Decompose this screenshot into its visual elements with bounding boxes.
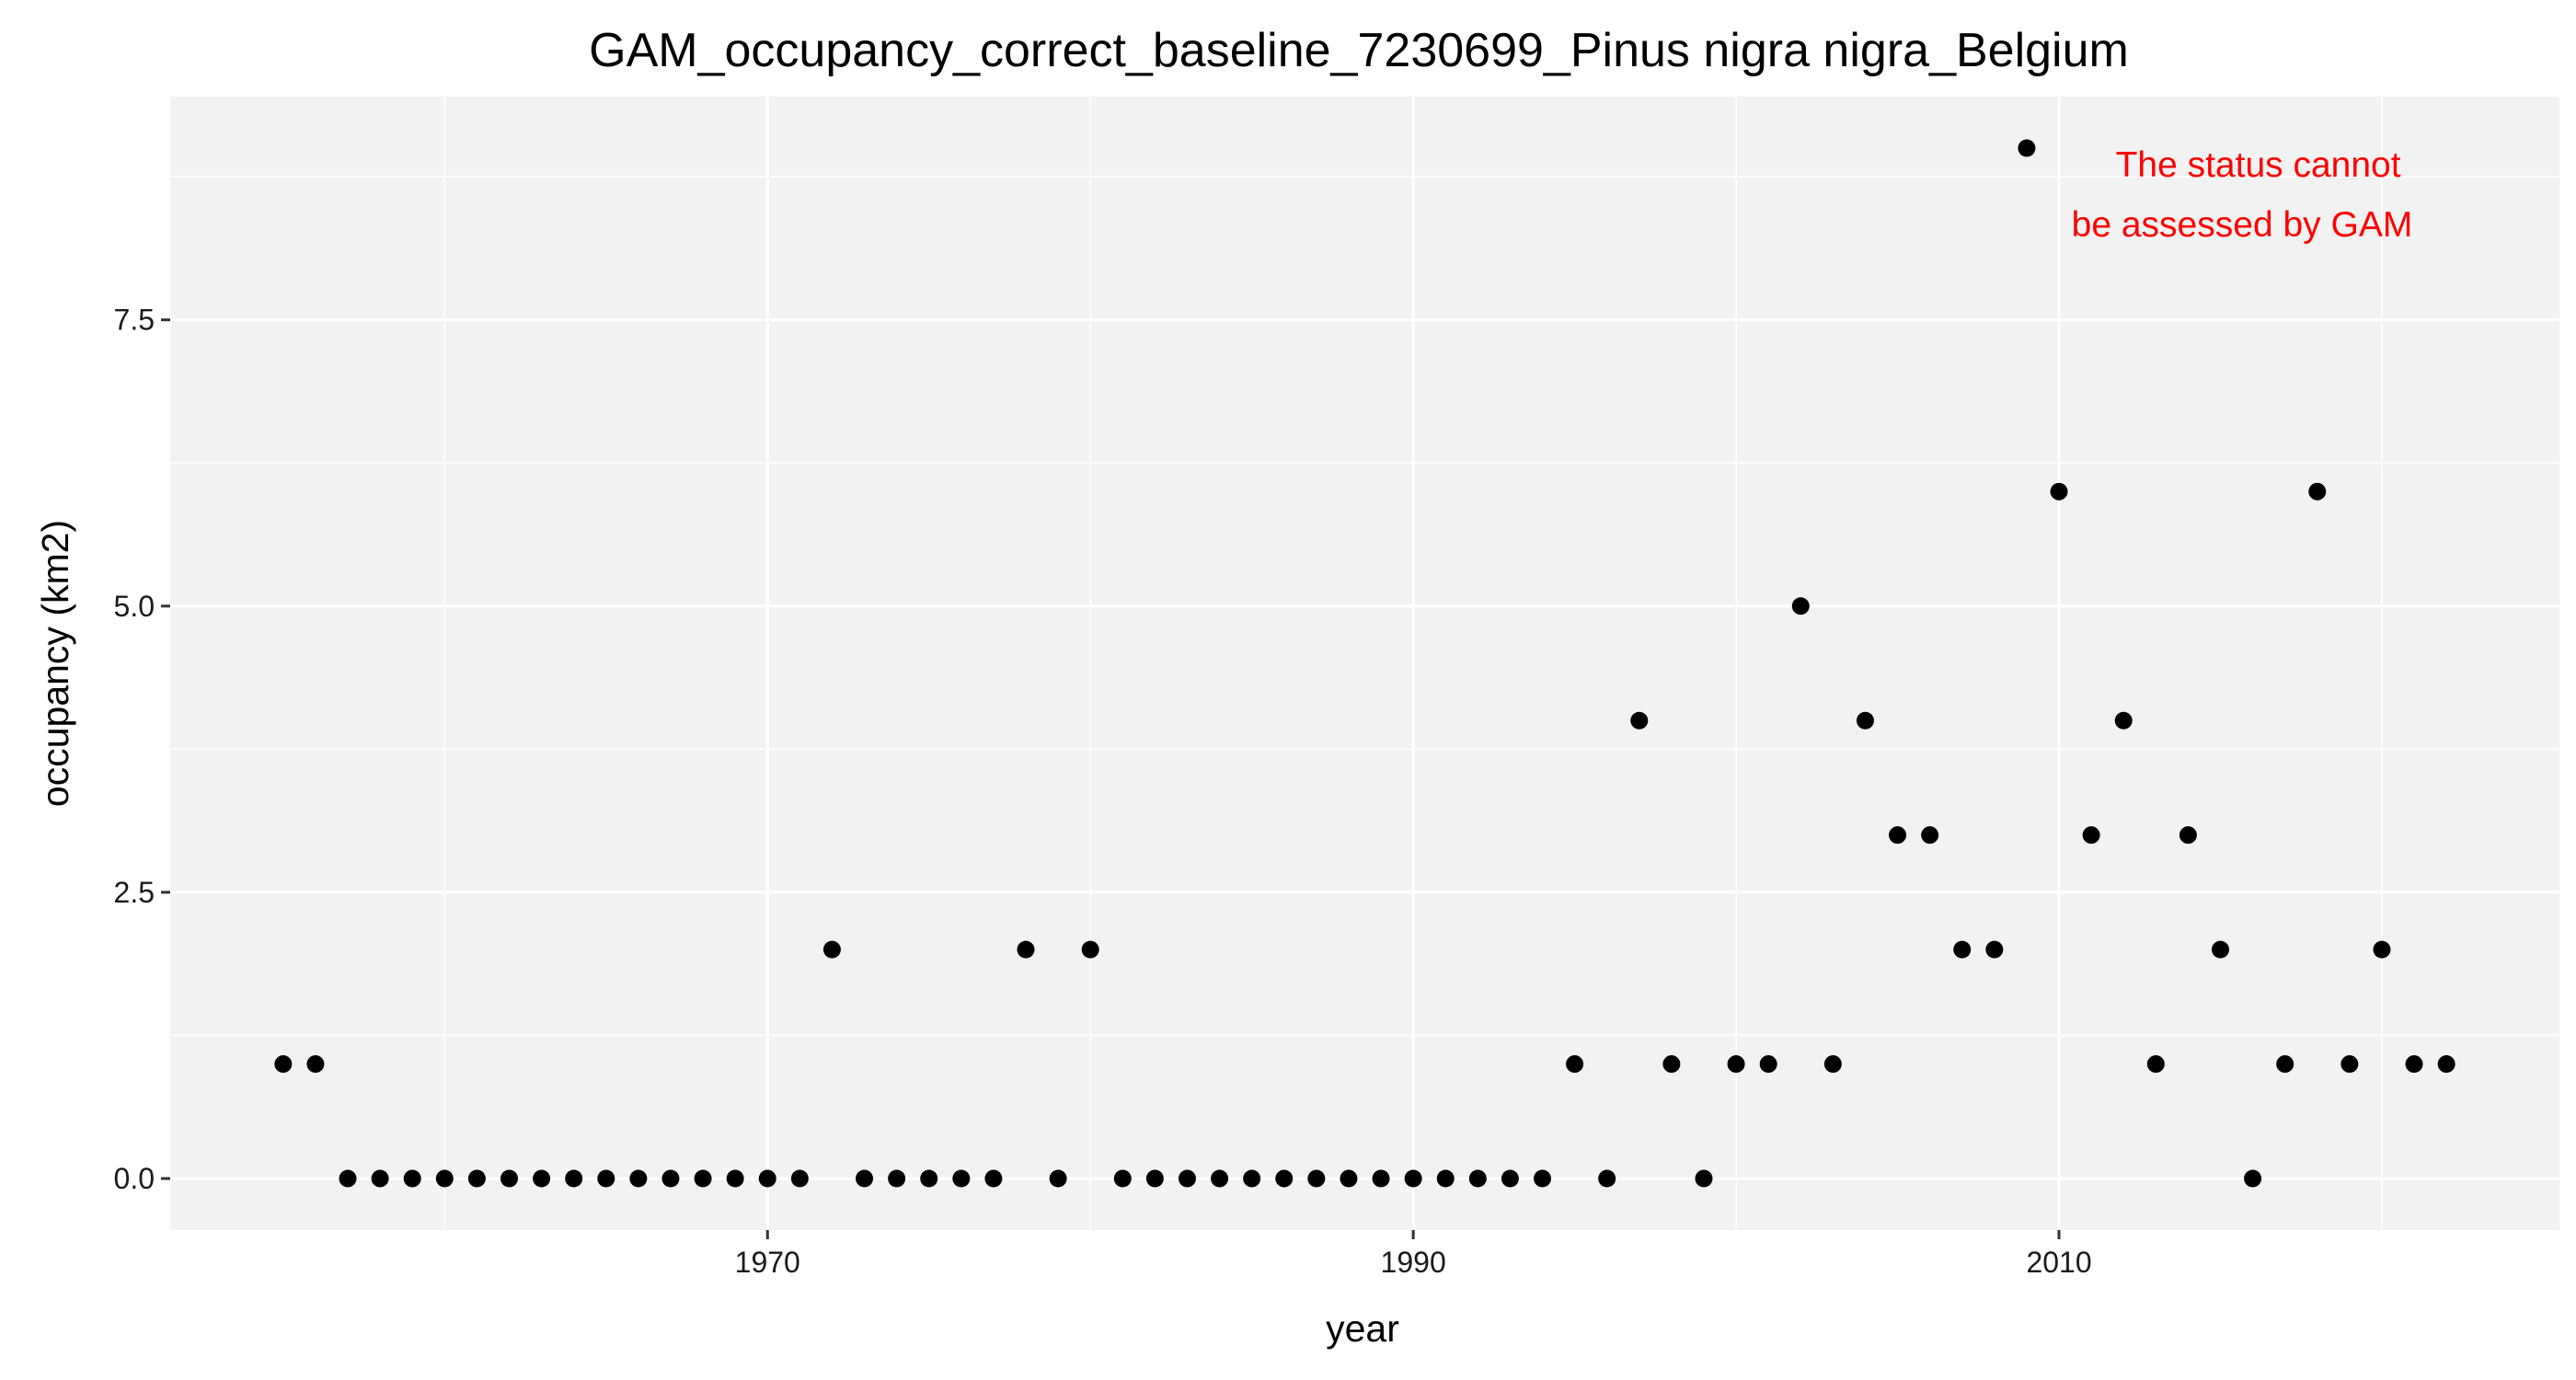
data-point [2373,940,2391,959]
x-tick-label: 1970 [735,1246,800,1279]
data-point [758,1169,776,1188]
data-point [500,1169,518,1188]
data-point [1727,1055,1745,1074]
data-point [1921,826,1939,845]
data-point [1759,1055,1777,1074]
data-point [371,1169,389,1188]
data-point [597,1169,615,1188]
data-point [274,1055,293,1074]
data-point [661,1169,680,1188]
data-point [2405,1055,2423,1074]
data-point [1501,1169,1519,1188]
data-point [1178,1169,1196,1188]
data-point [1340,1169,1358,1188]
plot-panel [170,97,2559,1230]
data-point [1953,940,1972,959]
data-point [1566,1055,1584,1074]
data-point [1823,1055,1842,1074]
data-point [2018,139,2036,157]
annotation-line-2: be assessed by GAM [2072,205,2413,245]
data-point [1145,1169,1164,1188]
y-axis-title: occupancy (km2) [34,520,76,807]
y-axis: 0.0 2.5 5.0 7.5 [114,304,170,1195]
grid-minor [170,97,2559,1230]
y-tick-label: 0.0 [114,1162,155,1195]
data-point [1856,711,1874,730]
data-point [984,1169,1003,1188]
x-tick-label: 1990 [1381,1246,1446,1279]
data-point [435,1169,454,1188]
data-point [856,1169,874,1188]
data-point [2437,1055,2455,1074]
data-point [952,1169,971,1188]
data-point [1017,940,1035,959]
data-point [533,1169,551,1188]
data-point [1695,1169,1713,1188]
data-point [1630,711,1649,730]
data-point [2114,711,2133,730]
data-point [2082,826,2100,845]
data-point [1113,1169,1132,1188]
data-point [339,1169,357,1188]
data-point [1598,1169,1616,1188]
data-point [1404,1169,1422,1188]
data-point [1243,1169,1261,1188]
annotation-line-1: The status cannot [2116,145,2401,185]
x-tick-label: 2010 [2026,1246,2091,1279]
data-point [1662,1055,1681,1074]
annotation: The status cannot be assessed by GAM [2072,145,2413,245]
data-point [790,1169,809,1188]
data-point [403,1169,421,1188]
data-point [822,940,841,959]
y-tick-label: 5.0 [114,590,155,623]
data-point [1889,826,1907,845]
data-point [2244,1169,2262,1188]
data-point [1791,597,1810,615]
chart-title: GAM_occupancy_correct_baseline_7230699_P… [589,24,2129,77]
data-point [2340,1055,2359,1074]
data-point [1211,1169,1229,1188]
data-point [467,1169,486,1188]
x-axis-title: year [1326,1307,1399,1350]
data-point [2179,826,2197,845]
data-point [1275,1169,1294,1188]
data-point [2276,1055,2294,1074]
data-point [306,1055,325,1074]
data-point [629,1169,648,1188]
data-point [1307,1169,1326,1188]
data-point [2212,940,2230,959]
data-point [694,1169,712,1188]
x-axis: 1970 1990 2010 [735,1230,2092,1279]
data-point [1372,1169,1390,1188]
data-point [2308,482,2327,500]
data-point [1081,940,1099,959]
data-point [565,1169,583,1188]
data-point [1436,1169,1455,1188]
data-point [2050,482,2068,500]
y-tick-label: 2.5 [114,876,155,909]
data-point [920,1169,938,1188]
data-point [726,1169,744,1188]
data-point [1468,1169,1487,1188]
data-points [274,139,2455,1188]
data-point [1534,1169,1552,1188]
data-point [1985,940,2004,959]
data-point [888,1169,906,1188]
y-tick-label: 7.5 [114,304,155,337]
data-point [2146,1055,2165,1074]
data-point [1049,1169,1067,1188]
